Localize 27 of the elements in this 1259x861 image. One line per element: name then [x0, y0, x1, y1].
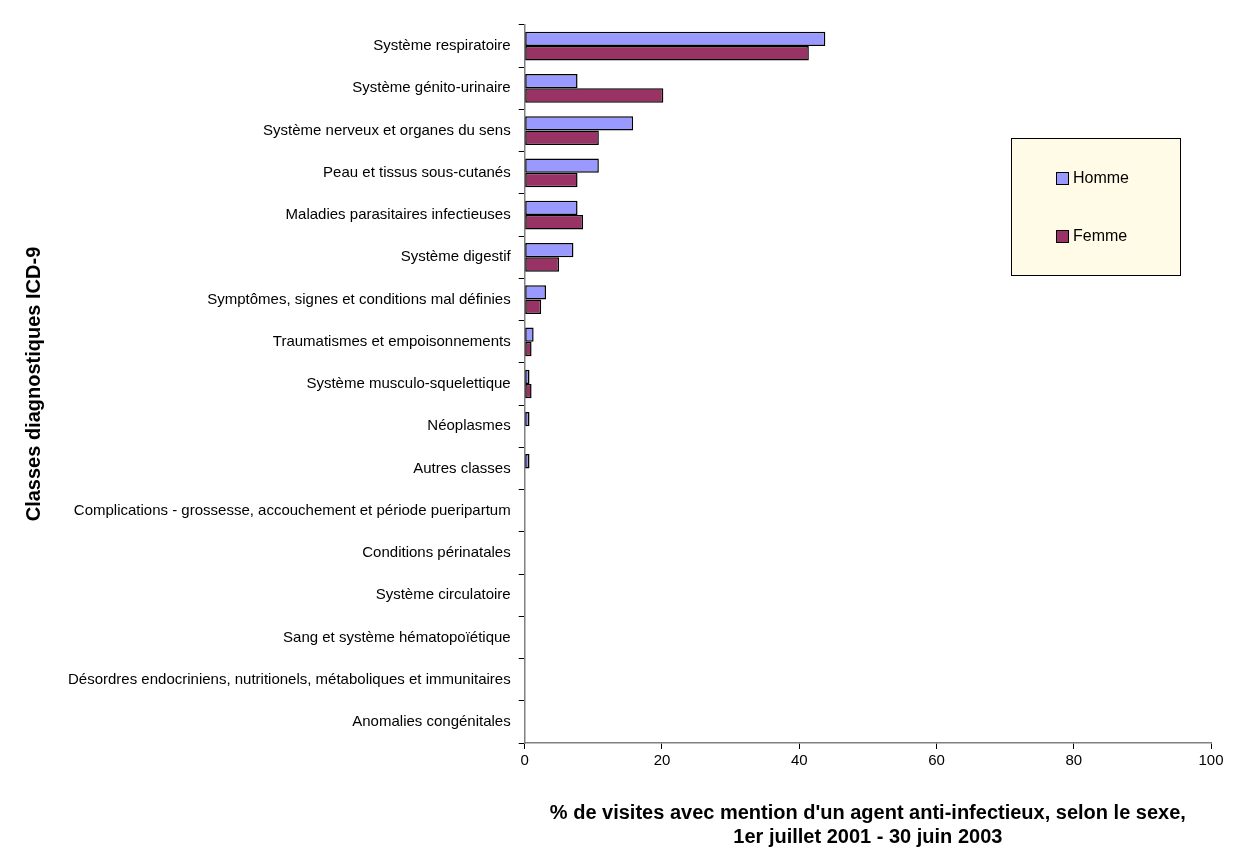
y-tick-label: Complications - grossesse, accouchement et période pueripartum [73, 500, 511, 518]
x-tick-label: 60 [928, 751, 945, 769]
y-tick-label: Système génito-urinaire [352, 78, 511, 96]
y-tick-label: Système nerveux et organes du sens [263, 120, 511, 138]
y-tick-label: Système respiratoire [373, 36, 511, 54]
y-tick-label: Conditions périnatales [362, 543, 511, 561]
y-tick-label: Désordres endocriniens, nutritionels, métaboliques et immunitaires [67, 669, 511, 687]
y-tick-label: Néoplasmes [427, 416, 511, 434]
y-tick-label: Symptômes, signes et conditions mal définies [207, 289, 511, 307]
y-tick-label: Système circulatoire [375, 585, 511, 603]
x-tick-label: 20 [653, 751, 671, 769]
legend-label: Homme [1073, 169, 1130, 187]
x-tick-label: 80 [1065, 751, 1083, 769]
y-tick-label: Système musculo-squelettique [306, 374, 511, 392]
y-tick-label: Système digestif [400, 247, 512, 265]
y-axis-title: Classes diagnostiques ICD-9 [21, 246, 44, 522]
y-tick-label: Traumatismes et empoisonnements [272, 331, 511, 349]
x-tick-label: 0 [520, 751, 529, 769]
x-axis-title: % de visites avec mention d'un agent anti-infectieux, selon le sexe, 1er juillet 2001 - 30 juin 2003 [549, 800, 1186, 847]
y-tick-label: Autres classes [413, 458, 511, 476]
y-tick-label: Peau et tissus sous-cutanés [323, 162, 511, 180]
legend-label: Femme [1073, 227, 1128, 245]
x-tick-label: 40 [790, 751, 808, 769]
y-tick-label: Sang et système hématopoïétique [283, 627, 511, 645]
x-tick-label: 100 [1198, 751, 1224, 769]
y-tick-label: Maladies parasitaires infectieuses [285, 205, 511, 223]
y-tick-label: Anomalies congénitales [352, 712, 511, 730]
